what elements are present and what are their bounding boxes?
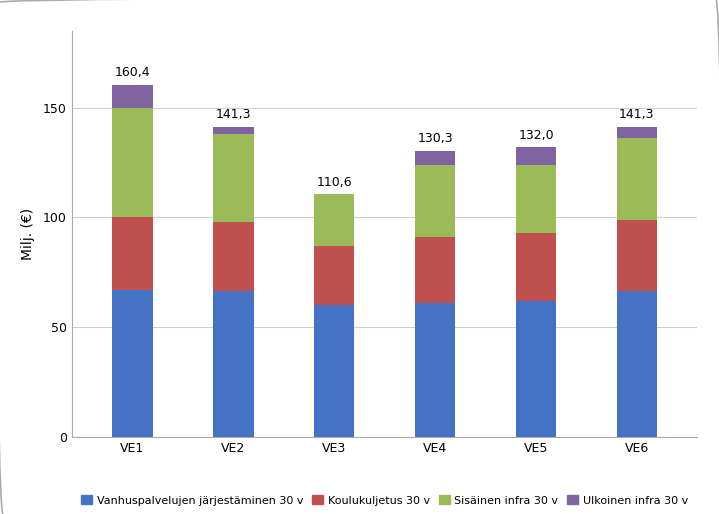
Bar [516,301,557,437]
Bar [415,303,455,437]
Bar [112,290,152,437]
Bar [516,233,557,301]
Bar [516,164,557,233]
Text: 141,3: 141,3 [216,108,251,121]
Bar [617,127,657,138]
Bar [213,222,254,291]
Bar [314,194,354,246]
Bar [415,237,455,303]
Text: 141,3: 141,3 [619,108,654,121]
Bar [617,291,657,437]
Bar [213,127,254,134]
Bar [213,134,254,222]
Y-axis label: Milj. (€): Milj. (€) [21,208,35,260]
Legend: Vanhuspalvelujen järjestäminen 30 v, Koulukuljetus 30 v, Sisäinen infra 30 v, Ul: Vanhuspalvelujen järjestäminen 30 v, Kou… [81,495,688,506]
Bar [516,147,557,164]
Text: 132,0: 132,0 [518,128,554,142]
Bar [112,217,152,290]
Bar [112,107,152,217]
Bar [617,219,657,291]
Bar [314,246,354,305]
Bar [617,138,657,219]
Bar [415,164,455,237]
Bar [112,85,152,107]
Text: 110,6: 110,6 [316,176,352,189]
Text: 160,4: 160,4 [114,66,150,79]
Bar [213,291,254,437]
Bar [314,305,354,437]
Text: 130,3: 130,3 [417,133,453,145]
Bar [415,151,455,164]
